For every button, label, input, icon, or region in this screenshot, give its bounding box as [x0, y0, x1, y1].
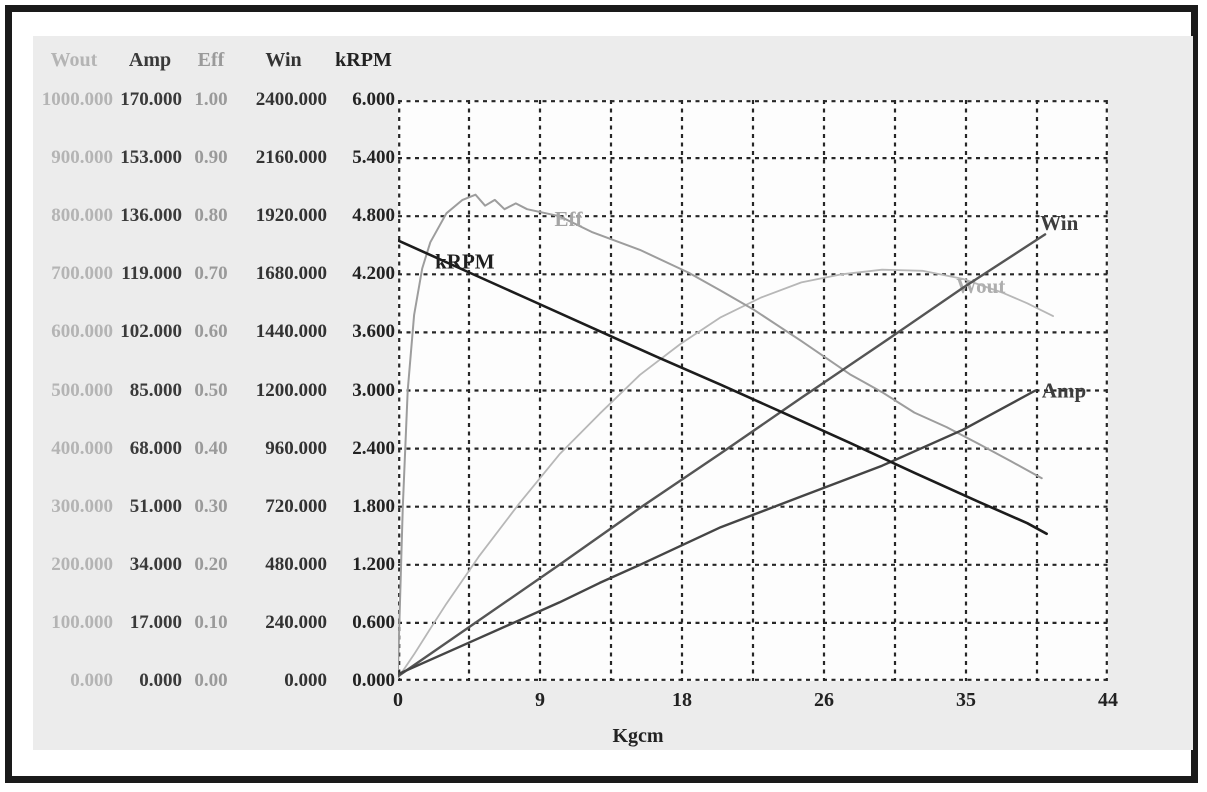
table-cell-wout: 900.000: [51, 147, 113, 169]
amp-curve: [398, 389, 1037, 676]
table-row: 600.000 102.000 0.60 1440.000 3.600: [33, 320, 397, 344]
table-cell-win: 1680.000: [255, 263, 327, 285]
x-tick-44: 44: [1098, 689, 1118, 711]
table-cell-eff: 0.40: [194, 437, 228, 459]
column-header-win: Win: [265, 49, 302, 71]
table-cell-wout: 500.000: [51, 379, 113, 401]
table-cell-win: 480.000: [265, 553, 327, 575]
table-cell-win: 960.000: [265, 437, 327, 459]
table-cell-krpm: 6.000: [352, 89, 395, 110]
table-cell-wout: 800.000: [51, 205, 113, 227]
table-cell-amp: 153.000: [120, 147, 182, 169]
table-cell-krpm: 3.000: [352, 379, 395, 401]
table-row: 400.000 68.000 0.40 960.000 2.400: [33, 437, 397, 461]
table-cell-amp: 119.000: [121, 263, 182, 285]
table-cell-win: 1440.000: [255, 321, 327, 343]
table-cell-eff: 0.50: [194, 379, 228, 401]
table-cell-win: 0.000: [284, 670, 327, 691]
eff-curve: [398, 193, 1043, 671]
x-tick-9: 9: [535, 689, 545, 711]
x-tick-35: 35: [956, 689, 976, 711]
table-cell-eff: 0.30: [194, 495, 228, 517]
performance-chart: Wout Eff Win Amp kRPM: [398, 100, 1108, 681]
x-tick-0: 0: [393, 689, 403, 711]
table-cell-wout: 400.000: [51, 437, 113, 459]
column-header-wout: Wout: [50, 49, 98, 71]
table-cell-krpm: 4.800: [352, 205, 395, 227]
table-header-row: Wout Amp Eff Win kRPM: [33, 48, 397, 72]
table-cell-amp: 68.000: [129, 437, 182, 459]
table-cell-wout: 200.000: [51, 553, 113, 575]
table-cell-wout: 600.000: [51, 321, 113, 343]
x-tick-26: 26: [814, 689, 834, 711]
column-header-eff: Eff: [197, 49, 225, 71]
table-cell-krpm: 1.200: [352, 553, 395, 575]
win-curve: [398, 233, 1047, 678]
table-cell-amp: 51.000: [129, 495, 182, 517]
table-cell-amp: 17.000: [129, 611, 182, 633]
table-cell-amp: 34.000: [129, 553, 182, 575]
win-curve-label: Win: [1040, 211, 1078, 235]
table-row: 1000.000 170.000 1.00 2400.000 6.000: [33, 88, 397, 112]
table-cell-wout: 0.000: [70, 670, 113, 691]
krpm-curve-label: kRPM: [435, 250, 495, 274]
table-cell-wout: 1000.000: [41, 89, 113, 110]
table-cell-amp: 136.000: [120, 205, 182, 227]
table-cell-eff: 0.60: [194, 321, 228, 343]
table-cell-krpm: 4.200: [352, 263, 395, 285]
table-cell-win: 720.000: [265, 495, 327, 517]
table-cell-win: 1920.000: [255, 205, 327, 227]
table-cell-wout: 300.000: [51, 495, 113, 517]
table-cell-eff: 0.70: [194, 263, 228, 285]
amp-curve-label: Amp: [1042, 378, 1086, 402]
table-cell-krpm: 5.400: [352, 147, 395, 169]
table-cell-krpm: 0.600: [352, 611, 395, 633]
table-cell-krpm: 1.800: [352, 495, 395, 517]
table-cell-win: 2400.000: [255, 89, 327, 110]
table-cell-amp: 85.000: [129, 379, 182, 401]
table-cell-eff: 0.10: [194, 611, 228, 633]
eff-curve-label: Eff: [555, 207, 584, 231]
wout-curve: [398, 268, 1054, 679]
table-cell-krpm: 3.600: [352, 321, 395, 343]
table-cell-eff: 0.80: [194, 205, 228, 227]
table-row: 300.000 51.000 0.30 720.000 1.800: [33, 495, 397, 519]
table-cell-eff: 0.20: [194, 553, 228, 575]
table-cell-win: 240.000: [265, 611, 327, 633]
table-cell-eff: 0.90: [194, 147, 228, 169]
table-row: 900.000 153.000 0.90 2160.000 5.400: [33, 146, 397, 170]
x-axis-label: Kgcm: [612, 725, 664, 747]
table-row: 100.000 17.000 0.10 240.000 0.600: [33, 611, 397, 635]
column-header-krpm: kRPM: [335, 49, 392, 71]
table-cell-eff: 1.00: [194, 89, 228, 110]
table-cell-win: 2160.000: [255, 147, 327, 169]
table-cell-wout: 700.000: [51, 263, 113, 285]
table-cell-amp: 170.000: [120, 89, 182, 110]
table-row: 500.000 85.000 0.50 1200.000 3.000: [33, 379, 397, 403]
table-cell-win: 1200.000: [255, 379, 327, 401]
krpm-curve: [398, 239, 1049, 536]
x-tick-18: 18: [672, 689, 692, 711]
table-cell-wout: 100.000: [51, 611, 113, 633]
table-cell-krpm: 2.400: [352, 437, 395, 459]
table-cell-amp: 0.000: [139, 670, 182, 691]
table-cell-eff: 0.00: [194, 670, 228, 691]
column-header-amp: Amp: [128, 49, 172, 71]
table-row: 200.000 34.000 0.20 480.000 1.200: [33, 553, 397, 577]
table-cell-krpm: 0.000: [352, 670, 395, 691]
table-row: 800.000 136.000 0.80 1920.000 4.800: [33, 204, 397, 228]
table-row: 700.000 119.000 0.70 1680.000 4.200: [33, 262, 397, 286]
table-row: 0.000 0.000 0.00 0.000 0.000: [33, 669, 397, 693]
table-cell-amp: 102.000: [120, 321, 182, 343]
window-frame: [5, 5, 1198, 783]
